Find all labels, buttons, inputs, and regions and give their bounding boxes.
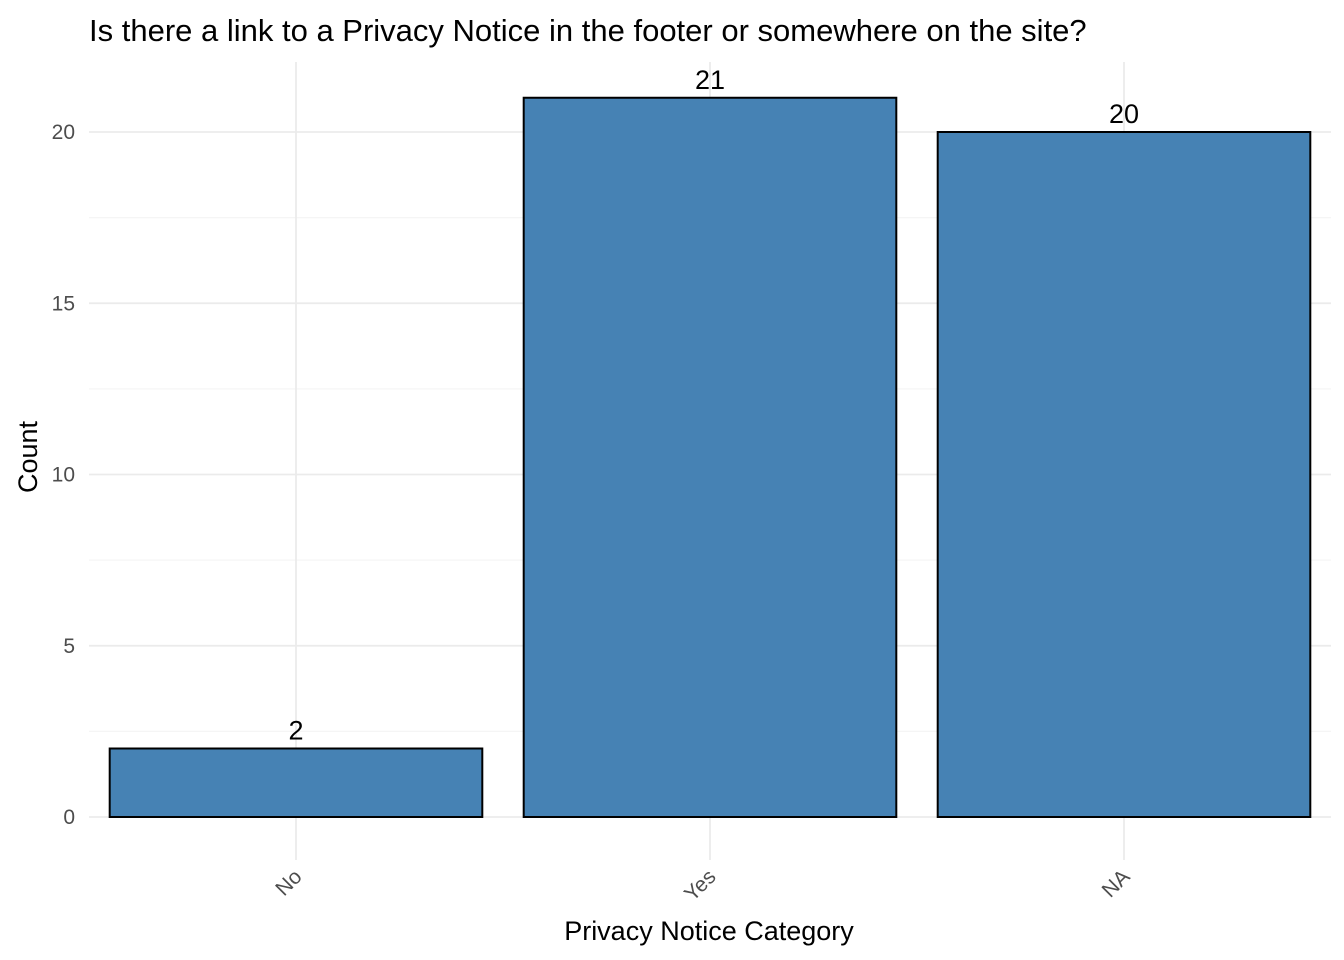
data-labels: 2 21 20 (288, 65, 1139, 746)
data-label: 2 (288, 716, 303, 746)
bars (108, 96, 1312, 818)
x-axis-ticks: No Yes NA (271, 865, 1134, 905)
data-label: 21 (695, 65, 725, 95)
chart-title: Is there a link to a Privacy Notice in t… (89, 13, 1087, 48)
y-axis-title: Count (13, 420, 43, 493)
y-tick-label: 0 (63, 806, 75, 829)
x-axis-title: Privacy Notice Category (564, 916, 854, 946)
y-tick-label: 20 (52, 121, 75, 144)
bar-yes (522, 96, 898, 818)
x-tick-label: NA (1098, 865, 1135, 902)
y-axis-ticks: 0 5 10 15 20 (52, 121, 75, 829)
x-tick-label: No (271, 865, 306, 900)
bar-no (108, 747, 484, 818)
bar-na (936, 131, 1312, 818)
y-tick-label: 15 (52, 292, 75, 315)
y-tick-label: 5 (63, 635, 75, 658)
x-tick-label: Yes (680, 865, 720, 905)
data-label: 20 (1109, 99, 1139, 129)
y-tick-label: 10 (52, 464, 75, 487)
